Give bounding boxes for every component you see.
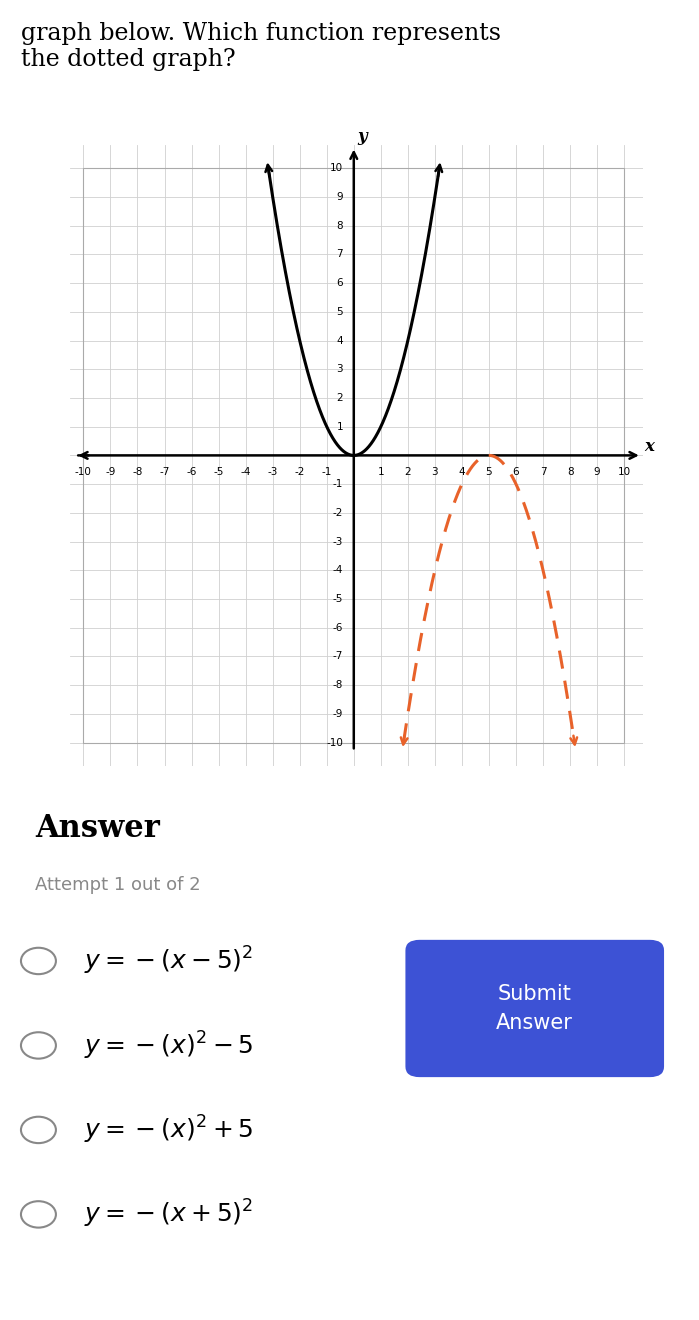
Text: -2: -2 (333, 508, 343, 517)
Text: -6: -6 (187, 467, 196, 477)
Text: -3: -3 (333, 536, 343, 546)
Text: -10: -10 (75, 467, 92, 477)
Text: -8: -8 (132, 467, 143, 477)
Text: -1: -1 (322, 467, 332, 477)
Text: -7: -7 (159, 467, 170, 477)
Text: 6: 6 (512, 467, 519, 477)
Text: 3: 3 (431, 467, 438, 477)
Text: -3: -3 (268, 467, 278, 477)
Text: 9: 9 (336, 191, 343, 202)
Text: 7: 7 (540, 467, 547, 477)
Text: -5: -5 (213, 467, 224, 477)
Text: -4: -4 (333, 565, 343, 576)
Text: $y = -(x)^2 - 5$: $y = -(x)^2 - 5$ (84, 1030, 253, 1061)
Text: -1: -1 (333, 479, 343, 490)
Text: -9: -9 (106, 467, 115, 477)
Text: 1: 1 (336, 421, 343, 432)
Text: 5: 5 (336, 306, 343, 317)
Text: 10: 10 (330, 164, 343, 173)
Text: Answer: Answer (35, 813, 160, 843)
Text: graph below. Which function represents
the dotted graph?: graph below. Which function represents t… (21, 21, 501, 71)
Text: 5: 5 (486, 467, 492, 477)
Text: -4: -4 (240, 467, 251, 477)
Text: 4: 4 (459, 467, 466, 477)
Text: $y = -(x + 5)^2$: $y = -(x + 5)^2$ (84, 1199, 253, 1230)
FancyBboxPatch shape (405, 940, 664, 1077)
Text: 3: 3 (336, 364, 343, 375)
Text: -7: -7 (333, 652, 343, 661)
Text: -2: -2 (294, 467, 305, 477)
Text: $y = -(x - 5)^2$: $y = -(x - 5)^2$ (84, 945, 253, 977)
Text: 2: 2 (405, 467, 411, 477)
Text: -10: -10 (326, 738, 343, 747)
Text: 4: 4 (336, 335, 343, 346)
Text: -8: -8 (333, 680, 343, 690)
Text: y: y (357, 128, 367, 145)
Text: -6: -6 (333, 623, 343, 632)
Text: 6: 6 (336, 279, 343, 288)
Text: -9: -9 (333, 709, 343, 719)
Text: 8: 8 (567, 467, 573, 477)
Text: 7: 7 (336, 249, 343, 259)
Text: 8: 8 (336, 220, 343, 231)
Text: Submit
Answer: Submit Answer (496, 983, 573, 1034)
Text: x: x (644, 438, 654, 455)
Text: -5: -5 (333, 594, 343, 605)
Text: Attempt 1 out of 2: Attempt 1 out of 2 (35, 876, 201, 895)
Text: 9: 9 (594, 467, 600, 477)
Text: 10: 10 (618, 467, 630, 477)
Text: $y = -(x)^2 + 5$: $y = -(x)^2 + 5$ (84, 1114, 253, 1146)
Text: 2: 2 (336, 393, 343, 403)
Text: 1: 1 (377, 467, 384, 477)
